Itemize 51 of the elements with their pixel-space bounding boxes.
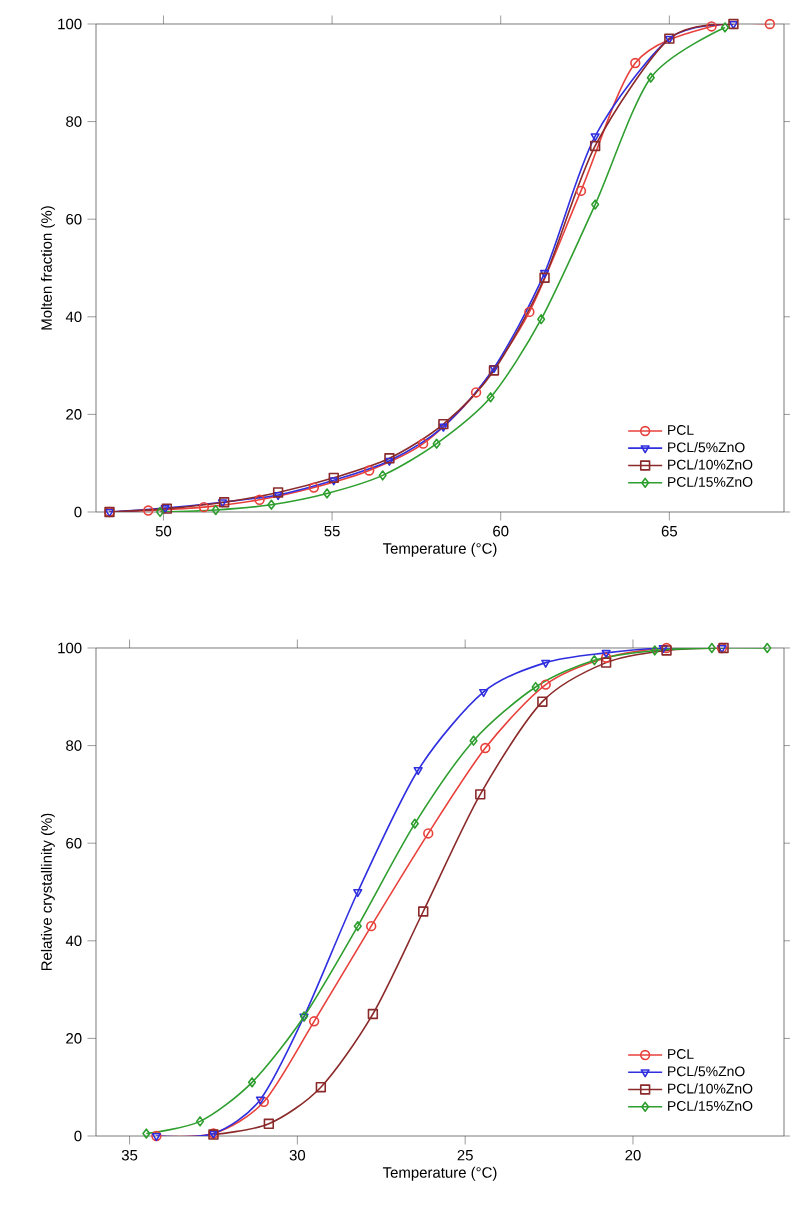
point [322, 488, 332, 499]
point [353, 889, 363, 898]
point [432, 438, 441, 449]
point [600, 657, 612, 668]
point [475, 789, 486, 800]
point [254, 494, 265, 505]
point [211, 504, 220, 516]
point [329, 477, 339, 486]
point [469, 735, 478, 746]
point [590, 133, 600, 142]
point [438, 423, 448, 432]
point [575, 185, 587, 197]
point [486, 392, 495, 403]
point [540, 679, 551, 690]
point [591, 199, 600, 210]
point [537, 696, 548, 707]
point [195, 1116, 205, 1127]
point [315, 1082, 327, 1093]
point [247, 1077, 257, 1088]
point [363, 465, 375, 476]
point [308, 482, 320, 493]
point [413, 767, 423, 776]
point [353, 920, 362, 932]
point [378, 470, 387, 481]
point [650, 645, 659, 656]
point [537, 314, 546, 325]
point [367, 1008, 379, 1020]
point [531, 681, 540, 693]
point [470, 387, 482, 398]
point [706, 21, 717, 32]
point [630, 57, 641, 69]
point [366, 920, 377, 932]
point [646, 72, 655, 83]
point [143, 505, 154, 516]
point [590, 655, 599, 666]
point [589, 140, 601, 152]
point [308, 1016, 320, 1027]
point [541, 659, 551, 668]
point [198, 501, 210, 513]
point [438, 418, 449, 430]
point [423, 828, 434, 839]
point [707, 642, 716, 654]
point [417, 438, 429, 449]
point [328, 472, 339, 484]
point [410, 818, 419, 829]
point [524, 306, 535, 318]
point [479, 688, 489, 698]
point [480, 742, 491, 754]
point [418, 906, 429, 917]
point [263, 1118, 275, 1129]
point [267, 499, 276, 510]
